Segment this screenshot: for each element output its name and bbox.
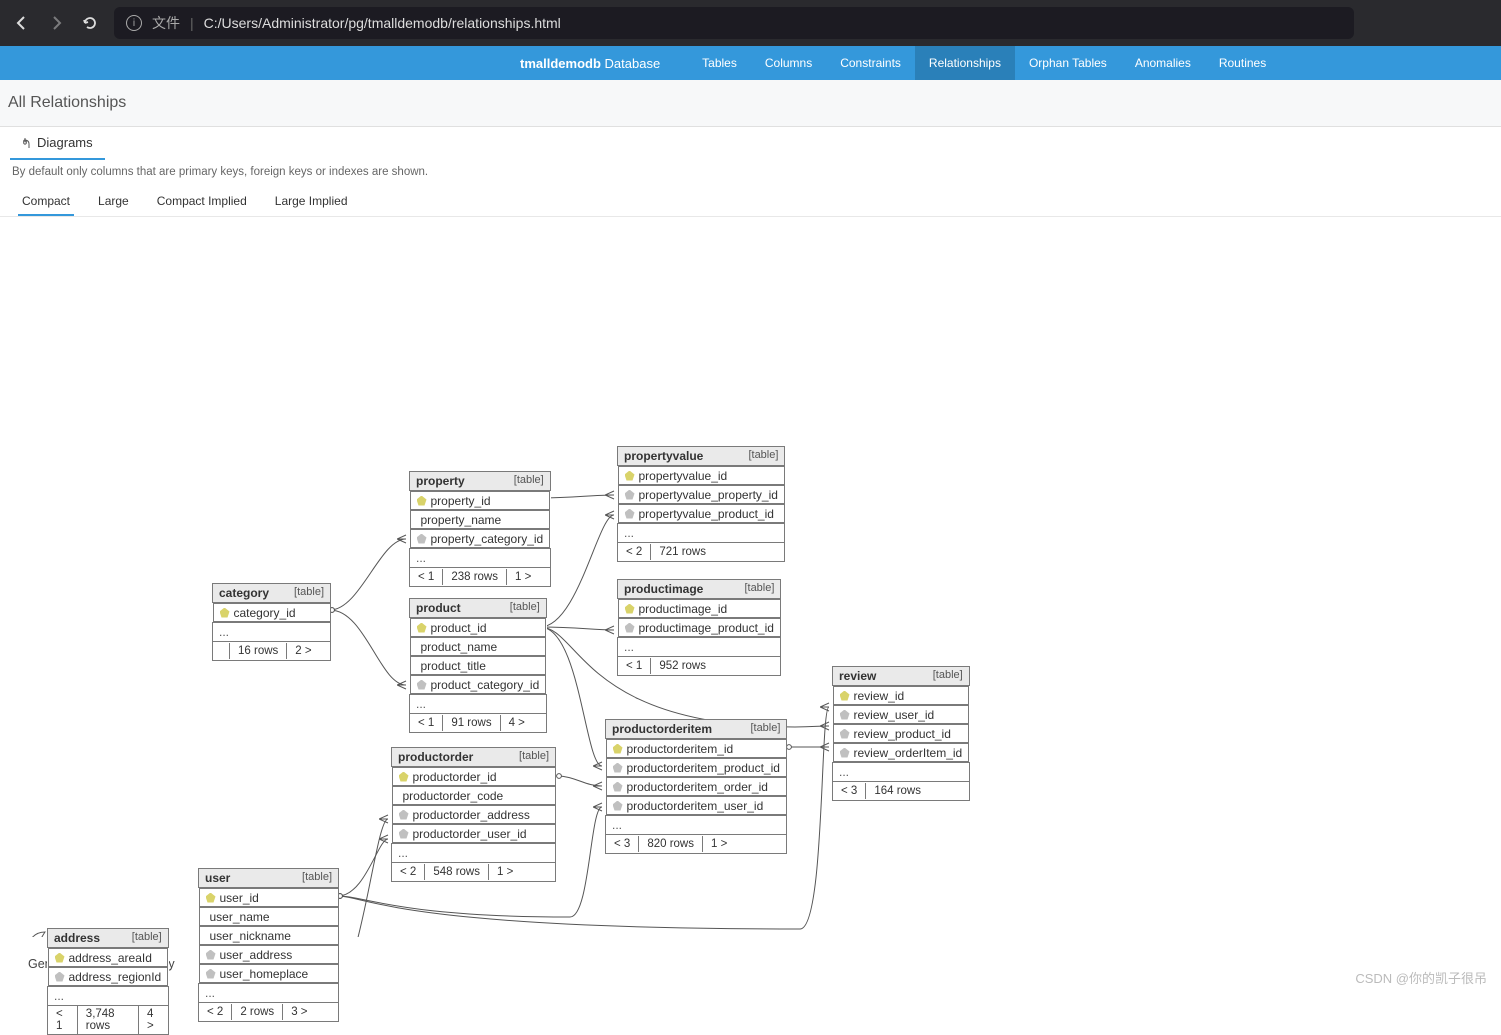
entity-user[interactable]: user[table]user_iduser_nameuser_nickname… (198, 868, 339, 1022)
entity-productimage[interactable]: productimage[table]productimage_idproduc… (617, 579, 781, 676)
entity-property[interactable]: property[table]property_idproperty_namep… (409, 471, 551, 587)
address-bar[interactable]: i 文件 | C:/Users/Administrator/pg/tmallde… (114, 7, 1354, 39)
view-tab-large-implied[interactable]: Large Implied (271, 188, 352, 216)
info-icon: i (126, 15, 142, 31)
nav-back-button[interactable] (12, 13, 32, 33)
nav-link-routines[interactable]: Routines (1205, 46, 1280, 80)
nav-link-constraints[interactable]: Constraints (826, 46, 915, 80)
tab-diagrams[interactable]: Diagrams (10, 127, 105, 160)
browser-toolbar: i 文件 | C:/Users/Administrator/pg/tmallde… (0, 0, 1501, 46)
view-tab-large[interactable]: Large (94, 188, 133, 216)
view-tab-compact-implied[interactable]: Compact Implied (153, 188, 251, 216)
nav-link-columns[interactable]: Columns (751, 46, 826, 80)
app-title: tmalldemodb Database (520, 56, 660, 71)
entity-address[interactable]: address[table]address_areaIdaddress_regi… (47, 928, 169, 1035)
nav-link-tables[interactable]: Tables (688, 46, 751, 80)
er-diagram: Generated by SchemaSpy CSDN @你的凯子很吊 cate… (0, 217, 1501, 937)
url-scheme-label: 文件 (152, 13, 180, 33)
helper-text: By default only columns that are primary… (0, 160, 1501, 188)
entity-review[interactable]: review[table]review_idreview_user_idrevi… (832, 666, 970, 801)
nav-forward-button[interactable] (46, 13, 66, 33)
nav-link-anomalies[interactable]: Anomalies (1121, 46, 1205, 80)
page-title: All Relationships (0, 80, 1501, 127)
watermark: CSDN @你的凯子很吊 (1355, 968, 1487, 987)
entity-category[interactable]: category[table]category_id...16 rows2 > (212, 583, 331, 661)
app-navbar: tmalldemodb Database TablesColumnsConstr… (0, 46, 1501, 80)
nav-reload-button[interactable] (80, 13, 100, 33)
view-tab-compact[interactable]: Compact (18, 188, 74, 216)
entity-propertyvalue[interactable]: propertyvalue[table]propertyvalue_idprop… (617, 446, 785, 562)
nav-link-orphan-tables[interactable]: Orphan Tables (1015, 46, 1121, 80)
nav-link-relationships[interactable]: Relationships (915, 46, 1015, 80)
entity-productorder[interactable]: productorder[table]productorder_idproduc… (391, 747, 556, 882)
url-text: C:/Users/Administrator/pg/tmalldemodb/re… (204, 15, 561, 31)
url-separator: | (190, 15, 194, 31)
entity-product[interactable]: product[table]product_idproduct_nameprod… (409, 598, 547, 733)
entity-productorderitem[interactable]: productorderitem[table]productorderitem_… (605, 719, 787, 854)
